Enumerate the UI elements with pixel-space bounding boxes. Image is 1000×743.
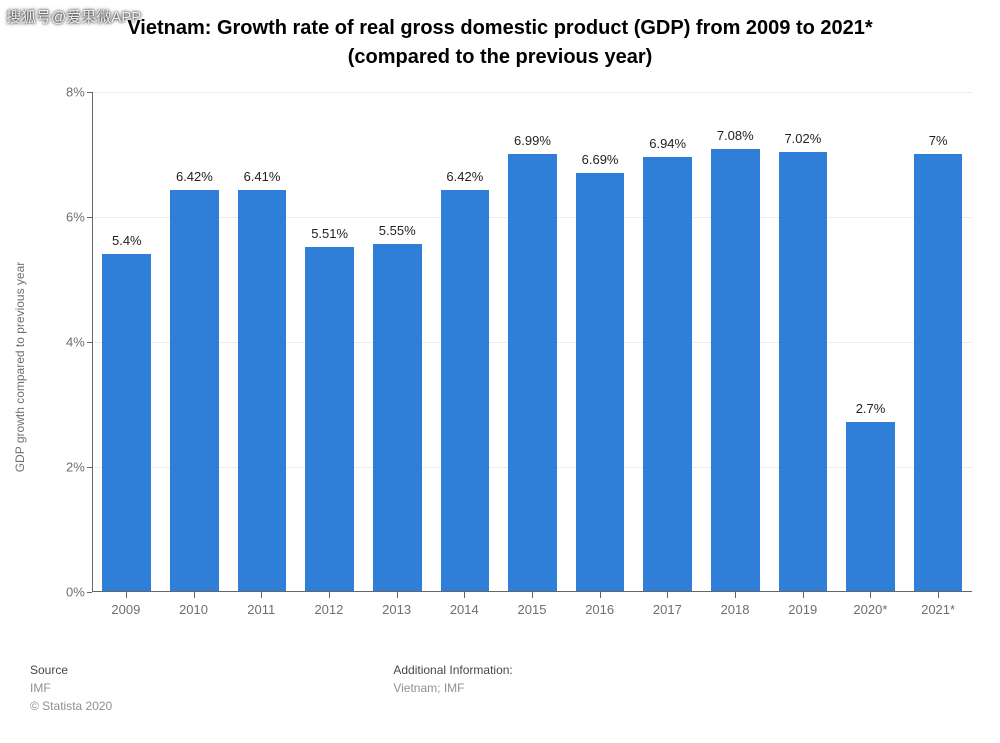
x-tick-label: 2017	[634, 592, 702, 622]
bar-slot: 6.41%	[228, 92, 296, 591]
bar-rect	[914, 154, 963, 592]
x-tick-label: 2011	[227, 592, 295, 622]
bar-rect	[643, 157, 692, 591]
bar-rect	[576, 173, 625, 591]
bar-slot: 5.55%	[363, 92, 431, 591]
chart-area: GDP growth compared to previous year 0%2…	[30, 92, 975, 642]
y-tick-label: 8%	[66, 85, 85, 100]
source-line-2: © Statista 2020	[30, 697, 390, 715]
x-tick-label: 2021*	[904, 592, 972, 622]
x-tick-label: 2014	[430, 592, 498, 622]
bar-slot: 7.02%	[769, 92, 837, 591]
bar-rect	[441, 190, 490, 591]
x-tick-label: 2020*	[837, 592, 905, 622]
bar-slot: 7%	[904, 92, 972, 591]
chart-footer: Source IMF © Statista 2020 Additional In…	[30, 661, 513, 715]
bar-value-label: 2.7%	[856, 401, 886, 416]
bar-slot: 6.42%	[161, 92, 229, 591]
plot-region: 5.4% 6.42% 6.41% 5.51% 5.55% 6.42% 6.99% 6.69% 6…	[92, 92, 972, 592]
chart-title: Vietnam: Growth rate of real gross domes…	[0, 0, 1000, 72]
bar-slot: 6.94%	[634, 92, 702, 591]
bar-rect	[846, 422, 895, 591]
bar-value-label: 5.4%	[112, 233, 142, 248]
bar-rect	[102, 254, 151, 592]
x-tick-label: 2009	[92, 592, 160, 622]
bar-rect	[711, 149, 760, 592]
bar-value-label: 6.42%	[446, 169, 483, 184]
bar-rect	[508, 154, 557, 591]
x-axis: 2009201020112012201320142015201620172018…	[92, 592, 972, 622]
bar-slot: 2.7%	[837, 92, 905, 591]
x-tick-label: 2018	[701, 592, 769, 622]
bar-rect	[779, 152, 828, 591]
bar-slot: 5.4%	[93, 92, 161, 591]
chart-title-line1: Vietnam: Growth rate of real gross domes…	[0, 14, 1000, 43]
bar-value-label: 6.41%	[244, 169, 281, 184]
x-tick-label: 2013	[363, 592, 431, 622]
additional-info-line-1: Vietnam; IMF	[393, 679, 512, 697]
additional-info-heading: Additional Information:	[393, 661, 512, 679]
bar-slot: 5.51%	[296, 92, 364, 591]
bar-rect	[170, 190, 219, 591]
y-tick-label: 6%	[66, 210, 85, 225]
bar-value-label: 7.02%	[784, 131, 821, 146]
x-tick-label: 2016	[566, 592, 634, 622]
bar-slot: 6.99%	[499, 92, 567, 591]
bar-slot: 6.69%	[566, 92, 634, 591]
bar-rect	[238, 190, 287, 591]
y-tick-label: 2%	[66, 460, 85, 475]
bar-value-label: 5.51%	[311, 226, 348, 241]
y-axis-label: GDP growth compared to previous year	[13, 262, 27, 473]
chart-title-line2: (compared to the previous year)	[0, 43, 1000, 72]
source-line-1: IMF	[30, 679, 390, 697]
x-tick-label: 2019	[769, 592, 837, 622]
y-tick-label: 4%	[66, 335, 85, 350]
bar-value-label: 6.42%	[176, 169, 213, 184]
bar-value-label: 6.99%	[514, 133, 551, 148]
bar-value-label: 6.69%	[582, 152, 619, 167]
x-tick-label: 2012	[295, 592, 363, 622]
source-heading: Source	[30, 661, 390, 679]
bar-rect	[373, 244, 422, 591]
bar-value-label: 6.94%	[649, 136, 686, 151]
bar-slot: 7.08%	[701, 92, 769, 591]
y-tick-label: 0%	[66, 585, 85, 600]
bar-value-label: 7.08%	[717, 128, 754, 143]
x-tick-label: 2015	[498, 592, 566, 622]
x-tick-label: 2010	[160, 592, 228, 622]
bar-value-label: 5.55%	[379, 223, 416, 238]
bar-slot: 6.42%	[431, 92, 499, 591]
bar-value-label: 7%	[929, 133, 948, 148]
bar-rect	[305, 247, 354, 591]
